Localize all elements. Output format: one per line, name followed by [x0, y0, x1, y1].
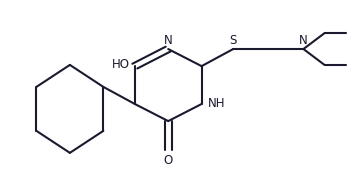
Text: N: N — [299, 34, 308, 46]
Text: N: N — [164, 34, 173, 46]
Text: NH: NH — [208, 97, 225, 110]
Text: S: S — [229, 34, 237, 46]
Text: HO: HO — [112, 58, 130, 71]
Text: O: O — [164, 154, 173, 167]
